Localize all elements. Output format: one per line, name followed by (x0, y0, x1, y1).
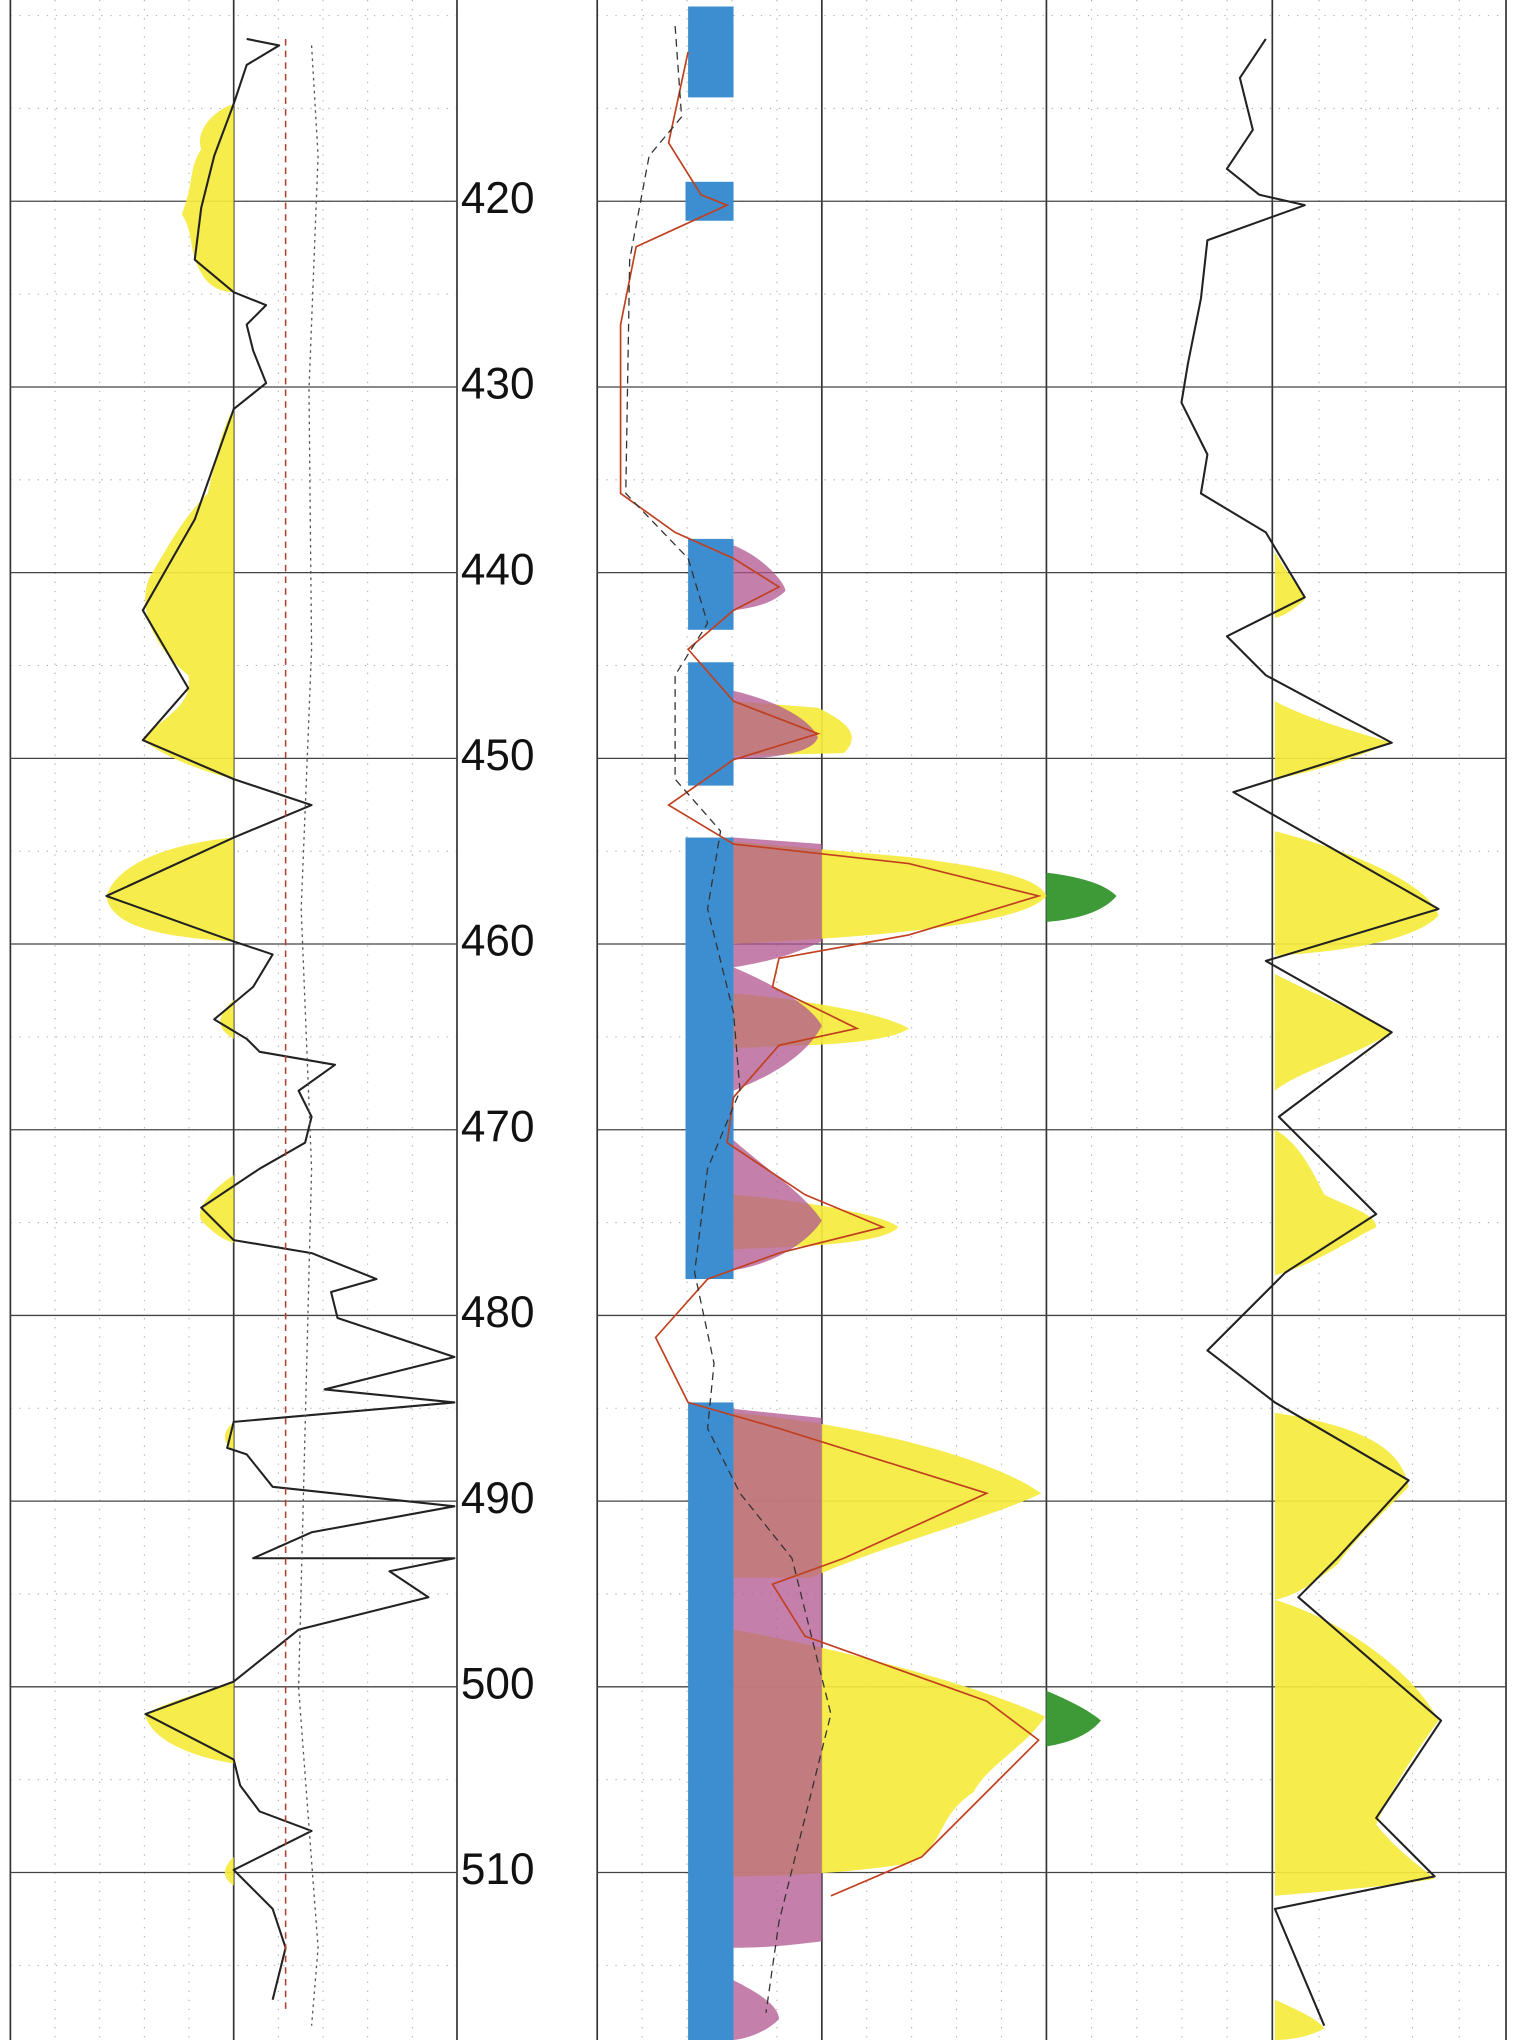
fill (733, 1980, 779, 2040)
red-curve (619, 51, 1042, 1897)
track-2-fills (685, 6, 1117, 2040)
fill (733, 1408, 822, 1948)
dashed-black-curve (625, 25, 832, 2013)
fill (733, 1140, 822, 1270)
fill (688, 662, 734, 786)
fill (1274, 1999, 1325, 2040)
fill (688, 1402, 734, 2040)
fill (733, 545, 786, 611)
fill (733, 967, 822, 1091)
fill (1274, 1599, 1439, 1896)
curve (1180, 38, 1443, 2027)
fill (181, 103, 234, 293)
fill (1046, 1690, 1101, 1747)
depth-label: 510 (461, 1845, 535, 1894)
fill (199, 1175, 234, 1243)
curves (105, 25, 1443, 2027)
fill (1274, 973, 1392, 1091)
depth-label: 460 (461, 917, 535, 966)
fill (1274, 701, 1392, 780)
fill (1274, 1129, 1377, 1276)
depth-label: 500 (461, 1659, 535, 1708)
track-1-fills (106, 103, 234, 1886)
fill (1274, 831, 1439, 956)
fill (733, 837, 822, 968)
curve (105, 37, 456, 2000)
depth-label: 420 (461, 174, 535, 223)
fill (685, 181, 734, 221)
fill (685, 837, 734, 1280)
depth-label: 430 (461, 360, 535, 409)
dotted-curve (297, 45, 319, 2026)
fill (1046, 872, 1117, 922)
fill (224, 1856, 234, 1886)
depth-label: 480 (461, 1288, 535, 1337)
fill (688, 6, 734, 98)
depth-label: 490 (461, 1474, 535, 1523)
depth-label: 470 (461, 1102, 535, 1151)
fill (142, 409, 234, 780)
fill (1274, 1412, 1409, 1600)
fill (1274, 551, 1305, 619)
fill (106, 837, 234, 942)
depth-label: 440 (461, 545, 535, 594)
track-4-fills (1274, 551, 1439, 2040)
depth-labels: 420 430 440 450 460 470 480 490 500 510 (461, 174, 535, 1894)
depth-label: 450 (461, 731, 535, 780)
fill (145, 1681, 234, 1764)
fill (733, 690, 818, 760)
